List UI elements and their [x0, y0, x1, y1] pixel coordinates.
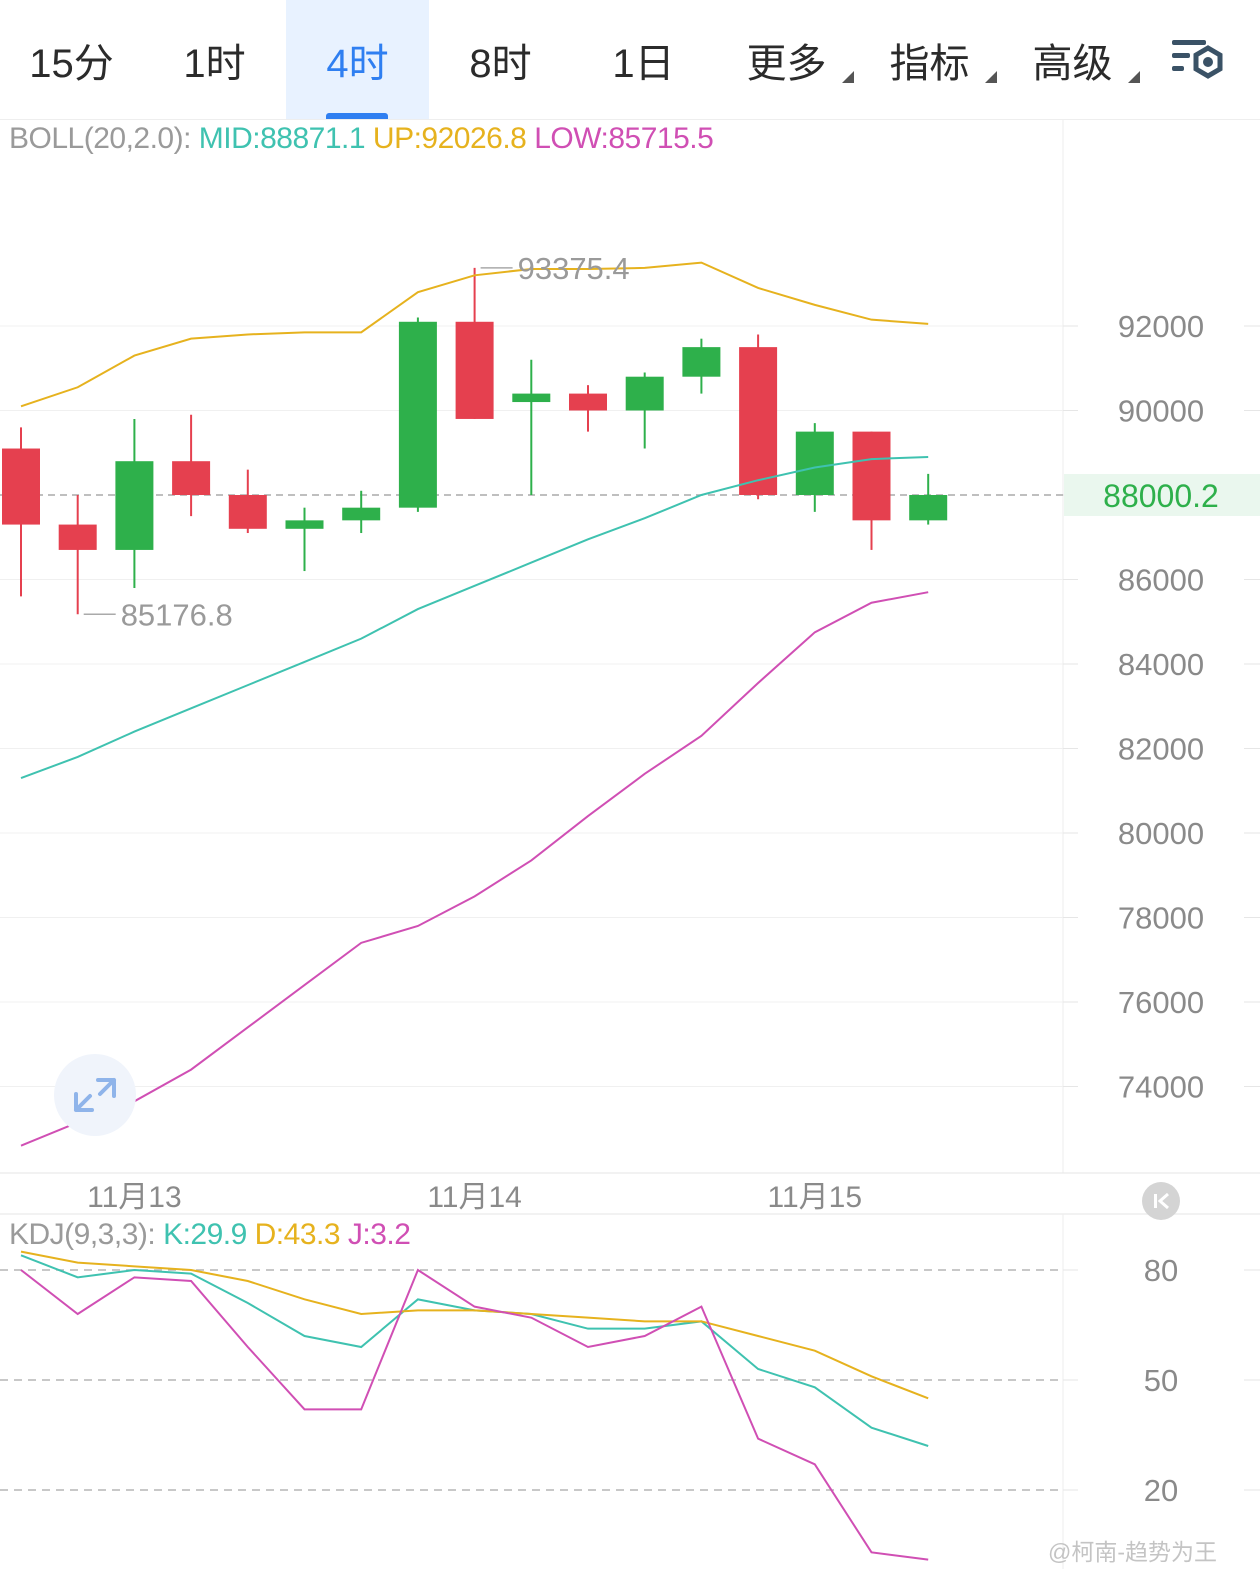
- watermark: @柯南-趋势为王: [1048, 1539, 1218, 1565]
- tab-2[interactable]: 4时: [286, 0, 429, 119]
- price-axis-label: 92000: [1118, 309, 1204, 344]
- scroll-to-start-button[interactable]: [1142, 1182, 1180, 1220]
- date-axis-label: 11月13: [87, 1181, 182, 1214]
- candle-body: [909, 494, 948, 521]
- boll-upper-line: [20, 261, 929, 408]
- boll-legend: BOLL(20,2.0): MID:88871.1 UP:92026.8 LOW…: [9, 122, 714, 156]
- candle-body: [739, 347, 778, 495]
- candle-body: [455, 321, 494, 419]
- tab-0[interactable]: 15分: [0, 0, 143, 119]
- candle-body: [285, 520, 324, 529]
- tab-label: 更多: [746, 41, 827, 86]
- candle-body: [569, 393, 607, 411]
- tab-7[interactable]: 高级: [1001, 0, 1144, 119]
- high-price-label: 93375.4: [518, 251, 630, 286]
- candle-body: [172, 461, 211, 495]
- price-chart[interactable]: 92000 90000 86000 84000 82000 80000 78000 76000…: [0, 120, 1260, 1569]
- price-axis-label: 78000: [1118, 901, 1204, 936]
- chart-settings-button[interactable]: [1168, 34, 1230, 86]
- kdj-legend: KDJ(9,3,3): K:29.9 D:43.3 J:3.2: [9, 1218, 411, 1252]
- candle-body: [398, 321, 437, 508]
- tab-label: 高级: [1032, 41, 1113, 86]
- kdj-axis-label: 80: [1144, 1253, 1178, 1288]
- price-axis-label: 80000: [1118, 816, 1204, 851]
- tab-label: 8时: [469, 41, 532, 86]
- price-axis-label: 76000: [1118, 985, 1204, 1020]
- timeframe-tab-bar: 15分 1时 4时 8时 1日 更多 指标 高级: [0, 0, 1260, 120]
- expand-chart-button[interactable]: [54, 1054, 136, 1136]
- tab-label: 4时: [326, 41, 389, 86]
- candle-body: [2, 448, 40, 525]
- candle-body: [625, 376, 664, 411]
- date-axis-label: 11月15: [768, 1181, 863, 1214]
- tab-1[interactable]: 1时: [143, 0, 286, 119]
- current-price-tag: [1064, 473, 1260, 516]
- kdj-axis-label: 20: [1144, 1473, 1178, 1508]
- kdj-legend-name: KDJ(9,3,3):: [9, 1218, 156, 1251]
- active-tab-indicator: [326, 113, 388, 119]
- kdj-legend-j: J:3.2: [347, 1218, 411, 1251]
- price-axis-label: 74000: [1118, 1070, 1204, 1105]
- tab-label: 1时: [183, 41, 246, 86]
- price-axis-label: 90000: [1118, 394, 1204, 429]
- current-price-label: 88000.2: [1103, 478, 1219, 514]
- dropdown-corner-icon: [842, 71, 854, 83]
- candle-body: [58, 524, 97, 550]
- tab-5[interactable]: 更多: [715, 0, 858, 119]
- price-axis-label: 82000: [1118, 732, 1204, 767]
- tab-6[interactable]: 指标: [858, 0, 1001, 119]
- boll-legend-mid: MID:88871.1: [198, 122, 366, 155]
- tab-label: 指标: [889, 41, 970, 86]
- kdj-k-line: [20, 1254, 929, 1447]
- candle-body: [342, 507, 381, 521]
- candle-body: [682, 347, 721, 377]
- date-axis-label: 11月14: [427, 1181, 522, 1214]
- candle-body: [512, 393, 551, 403]
- boll-lower-line: [20, 591, 929, 1147]
- candle-body: [795, 431, 834, 495]
- tab-label: 15分: [29, 41, 114, 86]
- kdj-j-line: [20, 1268, 929, 1561]
- expand-arrows-icon: [74, 1078, 116, 1112]
- dropdown-corner-icon: [1128, 71, 1140, 83]
- boll-legend-up: UP:92026.8: [372, 122, 527, 155]
- kdj-axis-label: 50: [1144, 1363, 1178, 1398]
- boll-mid-line: [20, 455, 929, 780]
- boll-legend-low: LOW:85715.5: [534, 122, 714, 155]
- kdj-d-line: [20, 1250, 929, 1400]
- tab-3[interactable]: 8时: [429, 0, 572, 119]
- candle-body: [228, 495, 267, 529]
- price-axis-label: 86000: [1118, 563, 1204, 598]
- kdj-legend-k: K:29.9: [163, 1218, 247, 1251]
- scroll-to-start-icon: [1154, 1192, 1169, 1210]
- chart-settings-icon: [1172, 40, 1223, 79]
- candle-body: [852, 431, 891, 521]
- tab-4[interactable]: 1日: [572, 0, 715, 119]
- dropdown-corner-icon: [985, 71, 997, 83]
- candle-body: [115, 461, 154, 550]
- kdj-legend-d: D:43.3: [254, 1218, 341, 1251]
- boll-legend-name: BOLL(20,2.0):: [9, 122, 191, 155]
- low-price-label: 85176.8: [121, 597, 233, 632]
- price-axis-label: 84000: [1118, 647, 1204, 682]
- tab-label: 1日: [612, 41, 675, 86]
